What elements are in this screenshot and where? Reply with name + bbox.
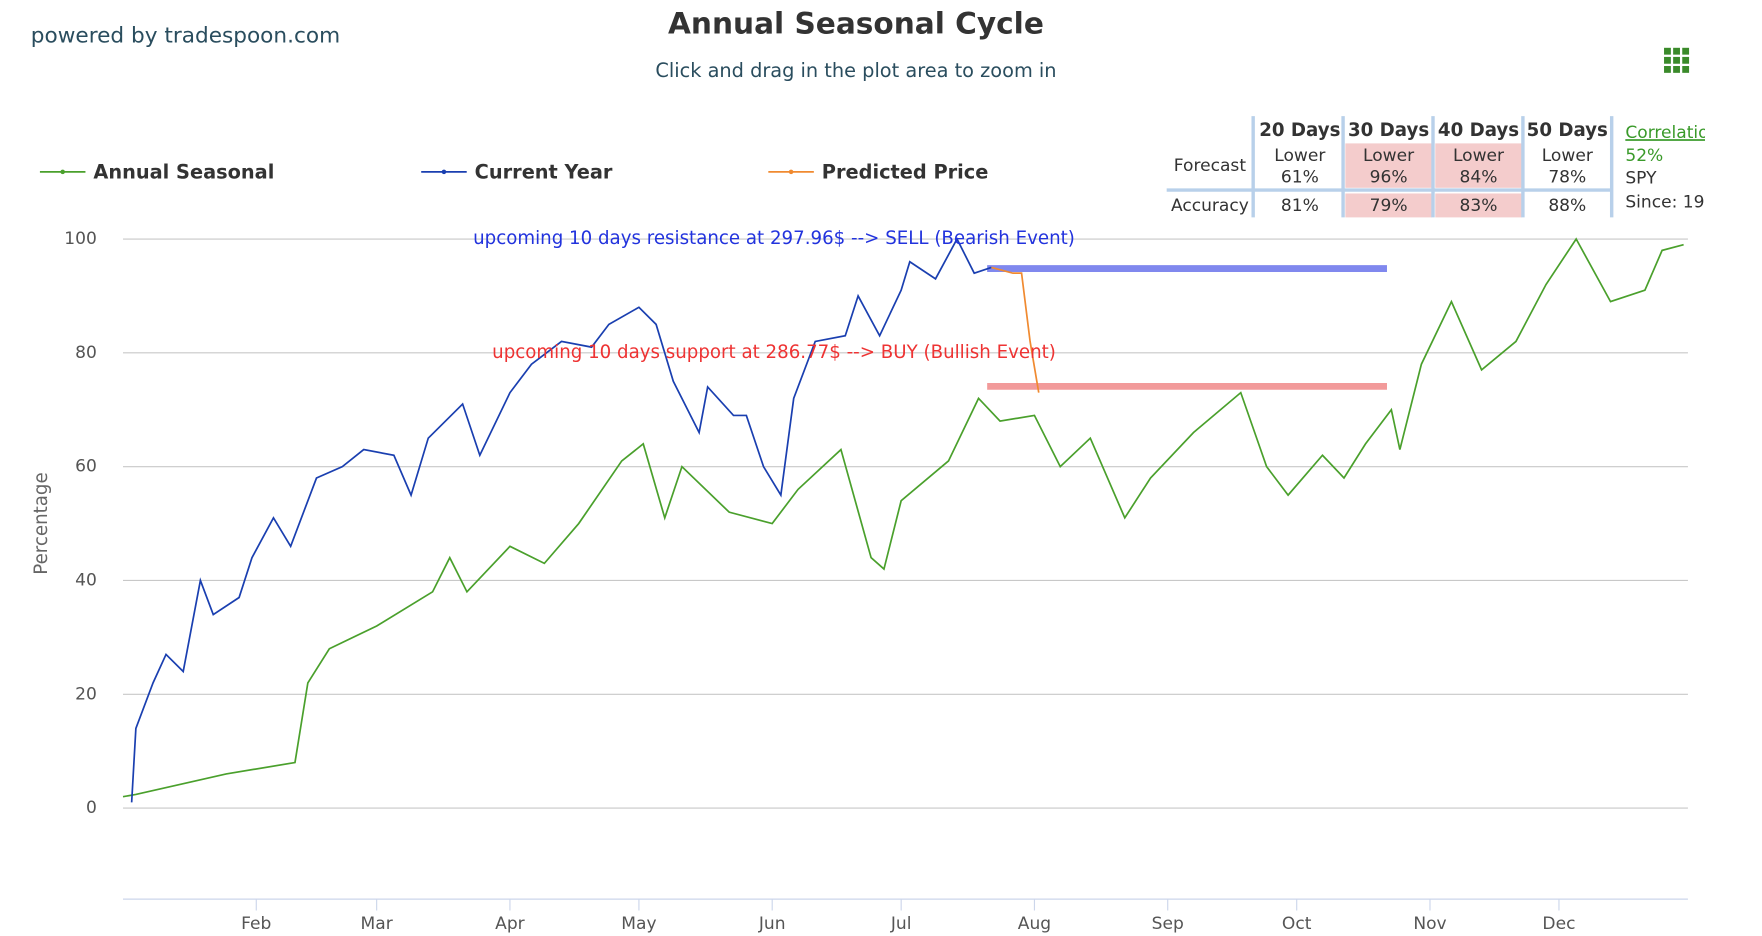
level-annotation: upcoming 10 days resistance at 297.96$ -… (473, 228, 1075, 249)
level-annotation: upcoming 10 days support at 286.77$ --> … (492, 342, 1056, 363)
x-tick-label: Dec (1542, 914, 1575, 934)
series-line (991, 266, 1040, 393)
legend-label: Predicted Price (822, 160, 989, 183)
row-label: Accuracy (1171, 196, 1249, 216)
chart-subtitle: Click and drag in the plot area to zoom … (655, 59, 1056, 82)
x-tick-label: Nov (1413, 914, 1446, 934)
menu-icon[interactable] (1664, 47, 1690, 73)
table-header: 50 Days (1527, 120, 1608, 141)
x-tick-label: May (621, 914, 656, 934)
highlight-cell (1345, 193, 1432, 218)
correlation-value: 52% (1625, 146, 1663, 166)
table-header: 20 Days (1259, 120, 1340, 141)
correlation: Correlation 52% SPY Since: 19 (1625, 123, 1719, 213)
accuracy-value: 83% (1460, 196, 1498, 216)
x-tick-label: Jul (890, 914, 912, 934)
legend-marker (788, 169, 794, 175)
forecast-value: 84% (1460, 168, 1498, 188)
highlight-cell (1345, 143, 1432, 188)
x-tick-label: Mar (361, 914, 394, 934)
x-tick-label: Sep (1152, 914, 1184, 934)
y-tick-label: 60 (75, 457, 97, 477)
stats-table: 20 Days 30 Days 40 Days 50 Days Forecast Accu… (1166, 116, 1719, 218)
y-tick-label: 40 (75, 570, 97, 590)
forecast-value: 78% (1548, 168, 1586, 188)
correlation-since: Since: 19 (1625, 193, 1704, 213)
row-label: Forecast (1174, 156, 1247, 176)
series-line (130, 237, 992, 803)
chart-title: Annual Seasonal Cycle (668, 7, 1044, 41)
forecast-direction: Lower (1363, 146, 1415, 166)
x-tick-label: Feb (241, 914, 271, 934)
correlation-symbol: SPY (1625, 169, 1657, 189)
accuracy-value: 79% (1370, 196, 1408, 216)
legend-label: Annual Seasonal (93, 160, 274, 183)
accuracy-value: 88% (1548, 196, 1586, 216)
y-tick-label: 0 (86, 798, 97, 818)
legend-marker (60, 169, 65, 175)
x-tick-label: Apr (495, 914, 526, 934)
forecast-value: 61% (1281, 168, 1319, 188)
x-tick-label: Oct (1282, 914, 1312, 934)
highlight-cell (1435, 143, 1522, 188)
x-tick-label: Jun (758, 914, 786, 934)
x-tick-label: Aug (1018, 914, 1051, 934)
y-tick-label: 20 (75, 684, 97, 704)
accuracy-value: 81% (1281, 196, 1319, 216)
table-header: 40 Days (1438, 120, 1519, 141)
legend-marker (441, 169, 447, 175)
forecast-value: 96% (1370, 168, 1408, 188)
correlation-title: Correlation (1625, 123, 1719, 143)
forecast-direction: Lower (1453, 146, 1505, 166)
legend-label: Current Year (475, 160, 613, 183)
table-header: 30 Days (1348, 120, 1429, 141)
highlight-cell (1435, 193, 1522, 218)
forecast-direction: Lower (1542, 146, 1594, 166)
forecast-direction: Lower (1274, 146, 1326, 166)
y-axis-title: Percentage (31, 472, 52, 574)
y-tick-label: 100 (64, 229, 97, 249)
y-tick-label: 80 (75, 343, 97, 363)
series-line (122, 237, 1684, 798)
brand: powered by tradespoon.com (31, 23, 340, 48)
